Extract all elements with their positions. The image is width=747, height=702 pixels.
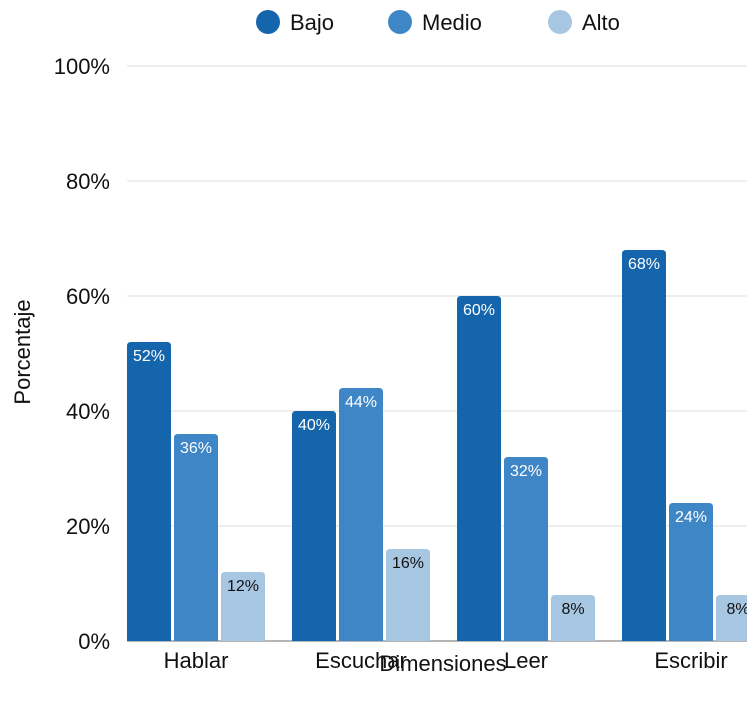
data-label: 8% [726,601,747,618]
bar-bajo-leer [457,296,501,641]
legend-marker [388,10,412,34]
y-tick-label: 0% [78,629,110,654]
data-label: 68% [628,256,660,273]
bar-bajo-hablar [127,342,171,641]
legend-marker [256,10,280,34]
data-label: 12% [227,578,259,595]
bar-alto-hablar [221,572,265,641]
legend-label: Bajo [290,10,334,35]
y-tick-label: 80% [66,169,110,194]
bar-medio-escuchar [339,388,383,641]
bars: 52% 36% 12% 40% 44% 16% 60% 32% 8% 68% 24% 8% [127,250,747,641]
bar-alto-escuchar [386,549,430,641]
y-tick-label: 20% [66,514,110,539]
y-tick-label: 100% [54,54,110,79]
data-label: 32% [510,463,542,480]
data-label: 16% [392,555,424,572]
bar-medio-leer [504,457,548,641]
bar-medio-hablar [174,434,218,641]
legend: Bajo Medio Alto [256,10,620,35]
x-axis-ticks: Hablar Escuchar Leer Escribir [164,648,728,673]
data-label: 60% [463,302,495,319]
y-tick-label: 40% [66,399,110,424]
data-label: 52% [133,348,165,365]
x-tick-label: Hablar [164,648,229,673]
data-label: 40% [298,417,330,434]
bar-alto-leer [551,595,595,641]
x-tick-label: Escribir [654,648,727,673]
y-axis-title: Porcentaje [10,299,35,404]
x-tick-label: Leer [504,648,548,673]
y-tick-label: 60% [66,284,110,309]
bar-bajo-escribir [622,250,666,641]
data-label: 36% [180,440,212,457]
bar-medio-escribir [669,503,713,641]
data-label: 8% [561,601,584,618]
x-axis-title: Dimensiones [379,651,506,676]
bar-bajo-escuchar [292,411,336,641]
legend-label: Medio [422,10,482,35]
bar-alto-escribir [716,595,747,641]
data-label: 24% [675,509,707,526]
legend-label: Alto [582,10,620,35]
y-axis-ticks: 0% 20% 40% 60% 80% 100% [54,54,110,654]
legend-marker [548,10,572,34]
x-tick-label: Escuchar [315,648,407,673]
data-label: 44% [345,394,377,411]
